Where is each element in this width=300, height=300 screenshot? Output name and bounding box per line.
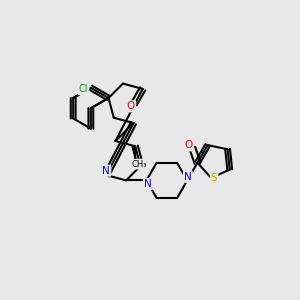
Text: N: N: [103, 166, 110, 176]
Text: O: O: [184, 140, 193, 150]
Text: O: O: [127, 101, 135, 111]
Text: CH₃: CH₃: [132, 160, 148, 169]
Text: N: N: [144, 179, 152, 189]
Text: S: S: [211, 173, 217, 183]
Text: N: N: [140, 161, 147, 171]
Text: N: N: [184, 172, 192, 182]
Text: Cl: Cl: [79, 84, 88, 94]
